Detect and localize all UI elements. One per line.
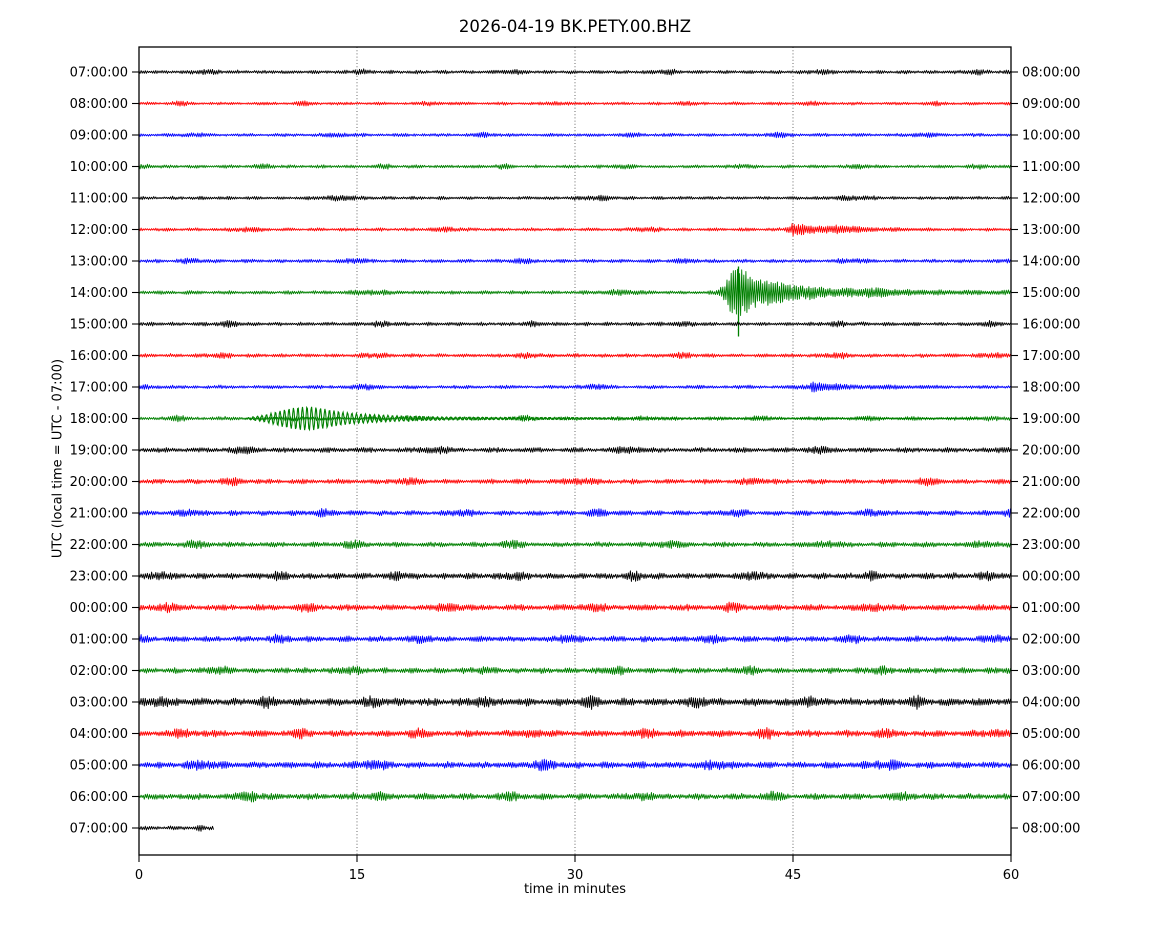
row-label-local: 05:00:00	[1022, 727, 1080, 742]
trace-row-20:00:00	[138, 477, 1011, 487]
row-label-local: 11:00:00	[1022, 160, 1080, 175]
row-label-local: 16:00:00	[1022, 318, 1080, 333]
row-label-local: 20:00:00	[1022, 444, 1080, 459]
trace-row-22:00:00	[138, 539, 1011, 550]
trace-row-02:00:00	[138, 665, 1011, 676]
row-label-utc: 16:00:00	[70, 349, 128, 364]
row-label-utc: 06:00:00	[70, 790, 128, 805]
trace-row-14:00:00	[138, 268, 1011, 318]
row-label-local: 01:00:00	[1022, 601, 1080, 616]
row-label-local: 08:00:00	[1022, 822, 1080, 837]
row-label-local: 17:00:00	[1022, 349, 1080, 364]
trace-row-03:00:00	[138, 694, 1011, 710]
row-label-utc: 11:00:00	[70, 192, 128, 207]
trace-row-19:00:00	[138, 445, 1011, 455]
trace-row-17:00:00	[138, 381, 1011, 393]
row-label-utc: 01:00:00	[70, 633, 128, 648]
chart-title: 2026-04-19 BK.PETY.00.BHZ	[458, 17, 692, 36]
x-tick-label: 15	[349, 868, 366, 883]
trace-row-16:00:00	[138, 351, 1011, 360]
trace-row-07:00:00	[138, 68, 1011, 76]
trace-row-13:00:00	[138, 257, 1011, 265]
row-label-local: 03:00:00	[1022, 664, 1080, 679]
trace-row-00:00:00	[138, 601, 1011, 614]
row-label-utc: 22:00:00	[70, 538, 128, 553]
row-label-local: 07:00:00	[1022, 790, 1080, 805]
row-label-utc: 12:00:00	[70, 223, 128, 238]
row-label-local: 04:00:00	[1022, 696, 1080, 711]
row-label-local: 19:00:00	[1022, 412, 1080, 427]
row-label-utc: 09:00:00	[70, 129, 128, 144]
row-label-local: 09:00:00	[1022, 97, 1080, 112]
row-label-local: 02:00:00	[1022, 633, 1080, 648]
row-label-utc: 00:00:00	[70, 601, 128, 616]
row-label-local: 14:00:00	[1022, 255, 1080, 270]
row-label-utc: 13:00:00	[70, 255, 128, 270]
row-label-local: 12:00:00	[1022, 192, 1080, 207]
row-label-utc: 04:00:00	[70, 727, 128, 742]
trace-row-01:00:00	[138, 633, 1011, 645]
row-label-utc: 02:00:00	[70, 664, 128, 679]
x-tick-label: 45	[785, 868, 802, 883]
trace-row-08:00:00	[138, 100, 1011, 107]
row-label-utc: 08:00:00	[70, 97, 128, 112]
trace-row-21:00:00	[138, 507, 1011, 518]
row-label-utc: 15:00:00	[70, 318, 128, 333]
row-label-utc: 17:00:00	[70, 381, 128, 396]
trace-row-04:00:00	[138, 727, 1011, 740]
trace-row-12:00:00	[138, 223, 1011, 237]
trace-row-10:00:00	[138, 163, 1011, 170]
trace-row-06:00:00	[138, 790, 1011, 803]
row-label-local: 13:00:00	[1022, 223, 1080, 238]
row-label-local: 08:00:00	[1022, 66, 1080, 81]
row-label-utc: 14:00:00	[70, 286, 128, 301]
event-monochromatic-spindle	[245, 405, 982, 432]
row-label-utc: 07:00:00	[70, 822, 128, 837]
row-label-local: 06:00:00	[1022, 759, 1080, 774]
row-label-local: 23:00:00	[1022, 538, 1080, 553]
row-label-local: 18:00:00	[1022, 381, 1080, 396]
x-tick-label: 60	[1003, 868, 1020, 883]
row-label-local: 10:00:00	[1022, 129, 1080, 144]
row-label-local: 21:00:00	[1022, 475, 1080, 490]
row-label-local: 22:00:00	[1022, 507, 1080, 522]
x-tick-label: 30	[567, 868, 584, 883]
row-label-utc: 18:00:00	[70, 412, 128, 427]
row-label-utc: 07:00:00	[70, 66, 128, 81]
trace-row-23:00:00	[138, 570, 1011, 582]
row-label-local: 00:00:00	[1022, 570, 1080, 585]
row-label-utc: 03:00:00	[70, 696, 128, 711]
trace-row-05:00:00	[138, 758, 1011, 772]
row-label-utc: 21:00:00	[70, 507, 128, 522]
trace-row-15:00:00	[138, 319, 1011, 328]
row-label-local: 15:00:00	[1022, 286, 1080, 301]
x-axis-label: time in minutes	[523, 882, 627, 897]
row-label-utc: 23:00:00	[70, 570, 128, 585]
row-label-utc: 19:00:00	[70, 444, 128, 459]
trace-row-07:00:00	[138, 824, 215, 832]
row-label-utc: 20:00:00	[70, 475, 128, 490]
row-label-utc: 05:00:00	[70, 759, 128, 774]
x-tick-label: 0	[135, 868, 143, 883]
trace-row-09:00:00	[138, 131, 1011, 139]
row-label-utc: 10:00:00	[70, 160, 128, 175]
trace-row-11:00:00	[138, 194, 1011, 202]
